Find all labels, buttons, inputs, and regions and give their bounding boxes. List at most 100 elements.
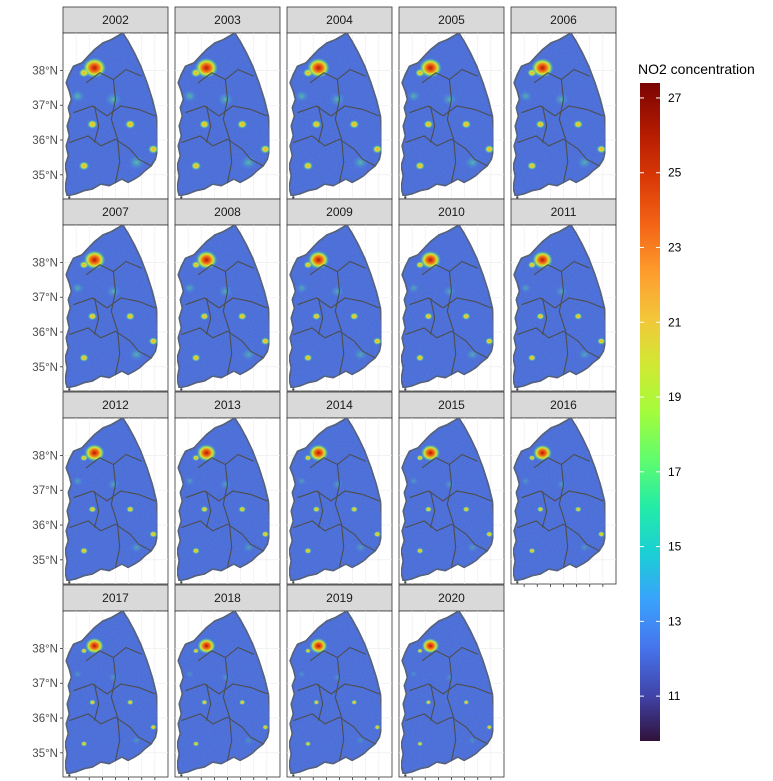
facet-strip: [174, 391, 281, 419]
korea-map: [176, 609, 271, 777]
korea-map: [64, 609, 159, 777]
legend-tick-label: 25: [668, 166, 682, 180]
korea-map: [176, 416, 271, 584]
korea-map: [512, 31, 607, 199]
facet-panel: 2011: [510, 198, 617, 392]
korea-map: [288, 416, 383, 584]
y-tick-label: 36°N: [32, 520, 58, 532]
facet-year-label: 2013: [214, 398, 241, 412]
facet-year-label: 2010: [438, 205, 465, 219]
facet-strip: [62, 6, 169, 34]
legend-tick-label: 27: [668, 91, 682, 105]
color-legend: NO2 concentration 27 25 23 21 19 17 15 13 11: [638, 61, 755, 741]
facet-strip: [174, 584, 281, 612]
facet-year-label: 2016: [550, 398, 577, 412]
legend-ticks: 27 25 23 21 19 17 15 13 11: [640, 91, 682, 703]
facet-strip: [510, 6, 617, 34]
y-tick-label: 37°N: [32, 678, 58, 690]
legend-tick-label: 13: [668, 614, 682, 628]
legend-tick-label: 19: [668, 390, 682, 404]
korea-map: [288, 609, 383, 777]
facet-strip: [286, 6, 393, 34]
korea-map: [176, 31, 271, 199]
facet-panel: 2008: [174, 198, 281, 392]
facet-panel: 2005: [398, 6, 505, 200]
y-tick-label: 38°N: [32, 257, 58, 269]
facet-panel: 2014: [286, 391, 393, 585]
y-tick-label: 38°N: [32, 643, 58, 655]
korea-map: [288, 31, 383, 199]
y-tick-label: 37°N: [32, 485, 58, 497]
facet-year-label: 2019: [326, 591, 353, 605]
legend-title: NO2 concentration: [638, 61, 755, 77]
legend-tick-label: 15: [668, 540, 682, 554]
facet-panel: 2018: [174, 584, 281, 780]
facet-year-label: 2018: [214, 591, 241, 605]
facet-strip: [62, 198, 169, 226]
korea-map: [400, 609, 495, 777]
facet-panel: 2013: [174, 391, 281, 585]
facet-year-label: 2014: [326, 398, 353, 412]
facet-panel: 2004: [286, 6, 393, 200]
facet-panel: 2016: [510, 391, 617, 587]
facet-year-label: 2007: [102, 205, 129, 219]
facet-panel: 2015: [398, 391, 505, 585]
y-tick-label: 36°N: [32, 713, 58, 725]
facet-panel: 2010: [398, 198, 505, 392]
facet-year-label: 2002: [102, 13, 129, 27]
facet-panel: 2019: [286, 584, 393, 780]
facet-strip: [510, 391, 617, 419]
facet-strip: [62, 391, 169, 419]
legend-colorbar: [640, 83, 660, 741]
facet-panels: 2002 38°N 37°N 36°N 35°N 2003 2004 2005 2006 2007…: [32, 6, 617, 780]
y-tick-label: 38°N: [32, 65, 58, 77]
facet-year-label: 2008: [214, 205, 241, 219]
facet-strip: [398, 391, 505, 419]
facet-strip: [510, 198, 617, 226]
facet-strip: [174, 198, 281, 226]
facet-year-label: 2020: [438, 591, 465, 605]
facet-panel: 2006: [510, 6, 617, 200]
facet-strip: [398, 198, 505, 226]
facet-year-label: 2011: [551, 205, 577, 219]
korea-map: [400, 223, 495, 391]
facet-panel: 2020: [398, 584, 505, 780]
korea-map: [512, 223, 607, 391]
korea-map: [400, 416, 495, 584]
facet-strip: [286, 391, 393, 419]
legend-tick-label: 23: [668, 241, 682, 255]
y-tick-label: 35°N: [32, 170, 58, 182]
facet-strip: [174, 6, 281, 34]
facet-panel: 2002 38°N 37°N 36°N 35°N: [32, 6, 169, 200]
facet-panel: 2009: [286, 198, 393, 392]
facet-strip: [398, 6, 505, 34]
facet-year-label: 2009: [326, 205, 353, 219]
y-tick-label: 35°N: [32, 748, 58, 760]
facet-year-label: 2015: [438, 398, 465, 412]
y-tick-label: 37°N: [32, 100, 58, 112]
facet-year-label: 2004: [326, 13, 353, 27]
facet-year-label: 2012: [102, 398, 129, 412]
legend-tick-label: 21: [668, 315, 682, 329]
y-tick-label: 36°N: [32, 327, 58, 339]
korea-map: [288, 223, 383, 391]
facet-year-label: 2017: [102, 591, 129, 605]
facet-panel: 2012 38°N 37°N 36°N 35°N: [32, 391, 169, 585]
legend-tick-label: 11: [668, 689, 681, 703]
facet-strip: [62, 584, 169, 612]
korea-map: [64, 223, 159, 391]
korea-map: [512, 416, 607, 584]
facet-year-label: 2005: [438, 13, 465, 27]
y-tick-label: 37°N: [32, 292, 58, 304]
y-tick-label: 36°N: [32, 135, 58, 147]
y-tick-label: 35°N: [32, 362, 58, 374]
facet-panel: 2007 38°N 37°N 36°N 35°N: [32, 198, 169, 392]
y-tick-label: 38°N: [32, 450, 58, 462]
facet-strip: [286, 584, 393, 612]
korea-map: [400, 31, 495, 199]
legend-tick-label: 17: [668, 465, 682, 479]
y-tick-label: 35°N: [32, 555, 58, 567]
facet-panel: 2003: [174, 6, 281, 200]
korea-map: [176, 223, 271, 391]
